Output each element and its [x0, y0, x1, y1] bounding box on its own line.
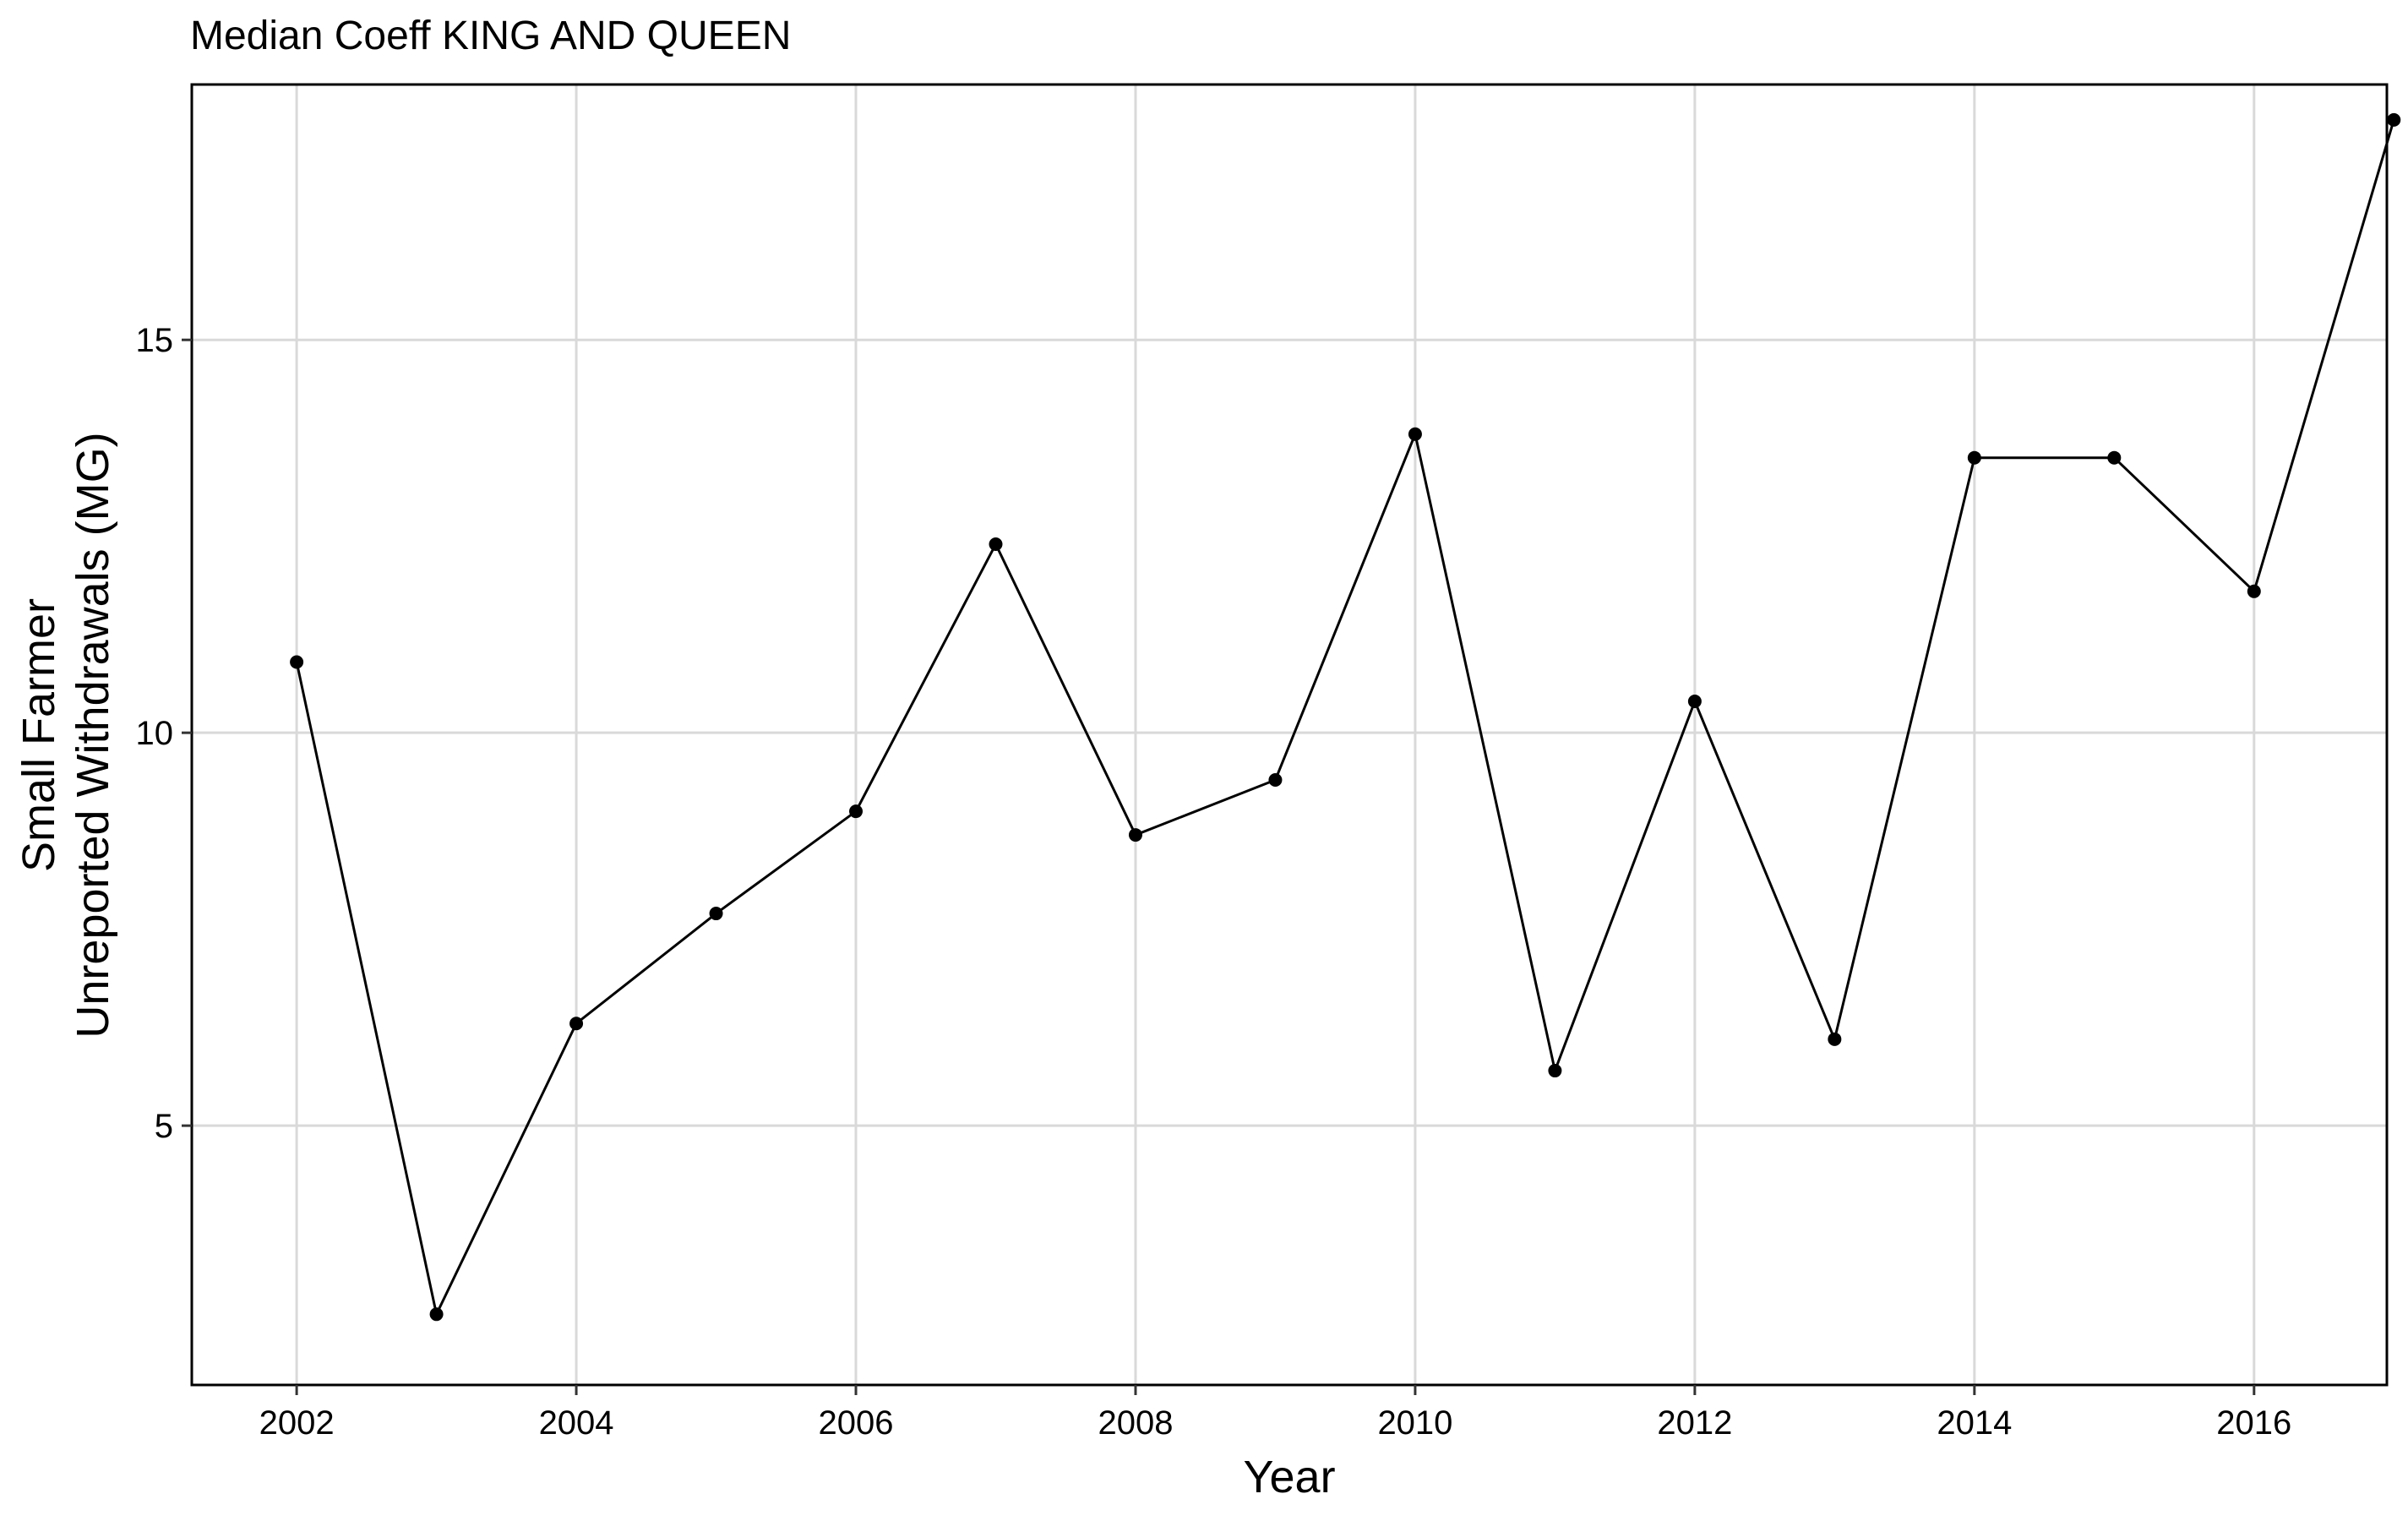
gridlines: [192, 84, 2387, 1385]
data-point-2013: [1828, 1032, 1842, 1046]
y-axis-title-line2: Unreported Withdrawals (MG): [68, 432, 118, 1038]
data-point-2009: [1268, 772, 1283, 787]
y-tick-label-10: 10: [136, 715, 174, 752]
data-point-2005: [709, 907, 723, 921]
x-tick-label-2016: 2016: [2216, 1404, 2291, 1442]
data-point-2012: [1687, 694, 1702, 708]
data-point-2008: [1128, 828, 1142, 842]
x-tick-label-2006: 2006: [819, 1404, 894, 1442]
x-tick-label-2010: 2010: [1377, 1404, 1452, 1442]
data-point-2004: [569, 1017, 584, 1031]
x-tick-label-2004: 2004: [539, 1404, 614, 1442]
data-point-2015: [2107, 450, 2122, 465]
x-axis-title: Year: [1243, 1452, 1335, 1502]
data-point-2014: [1967, 450, 1981, 465]
x-tick-label-2012: 2012: [1657, 1404, 1732, 1442]
x-tick-label-2014: 2014: [1937, 1404, 2012, 1442]
y-tick-label-5: 5: [155, 1108, 173, 1145]
data-point-2010: [1408, 427, 1422, 441]
data-point-2007: [989, 537, 1003, 551]
data-point-2003: [429, 1307, 444, 1322]
data-point-2002: [290, 655, 304, 669]
series-layer: [290, 112, 2401, 1322]
axis-ticks: 2002 2004 2006 2008 2010 2012 2014 2016 5 10 15: [136, 322, 2292, 1442]
chart-title: Median Coeff KING AND QUEEN: [190, 14, 791, 58]
data-point-2016: [2247, 584, 2261, 598]
x-tick-label-2008: 2008: [1098, 1404, 1173, 1442]
data-point-2006: [849, 804, 864, 819]
data-point-2017: [2387, 112, 2401, 127]
plot-frame: [190, 83, 2389, 1387]
y-tick-label-15: 15: [136, 322, 174, 359]
series-line-0: [295, 119, 2395, 1318]
data-point-2011: [1548, 1064, 1562, 1078]
y-axis-title-line1: Small Farmer: [14, 598, 64, 872]
x-tick-label-2002: 2002: [259, 1404, 335, 1442]
